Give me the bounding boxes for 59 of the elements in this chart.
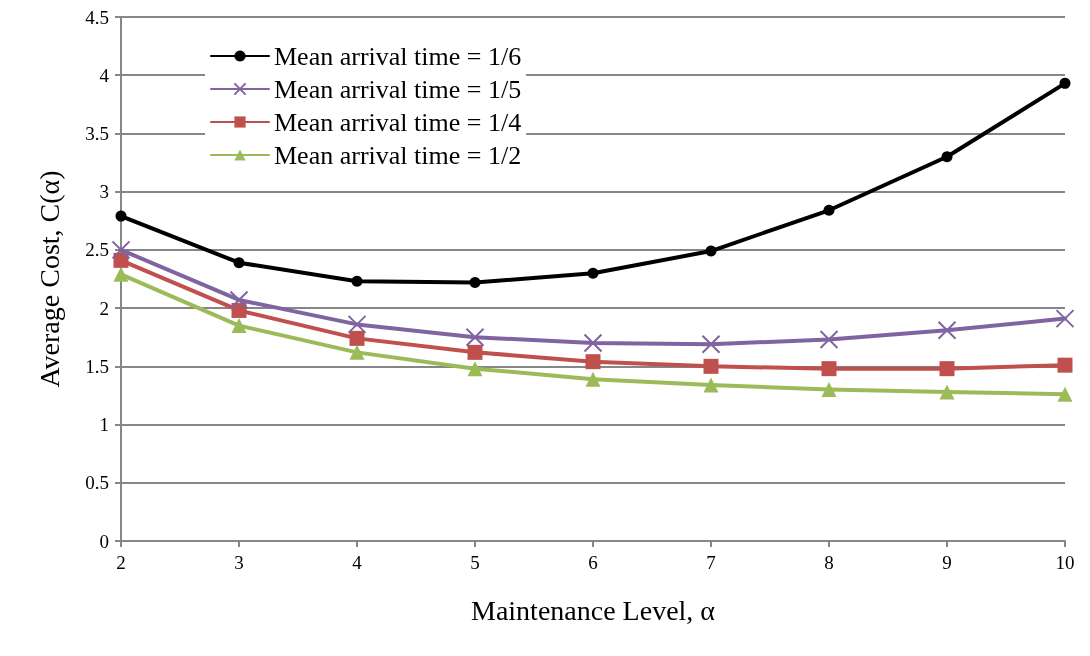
y-tick-label: 1 <box>99 414 109 436</box>
point <box>1059 77 1071 89</box>
point <box>229 290 249 310</box>
point <box>349 344 365 360</box>
point <box>821 382 837 398</box>
point <box>583 333 603 353</box>
point <box>1057 357 1073 373</box>
x-tick-label: 3 <box>234 552 244 573</box>
point <box>585 354 601 370</box>
point <box>705 245 717 257</box>
point <box>819 330 839 350</box>
x-tick-label: 5 <box>470 552 480 573</box>
y-tick-label: 4 <box>99 64 110 86</box>
point <box>703 377 719 393</box>
y-tick-label: 3 <box>99 181 109 203</box>
point <box>465 327 485 347</box>
legend-label: Mean arrival time = 1/5 <box>274 74 522 104</box>
x-tick-label: 8 <box>824 552 834 573</box>
point <box>467 361 483 377</box>
x-tick-label: 6 <box>588 552 598 573</box>
legend-label: Mean arrival time = 1/4 <box>274 107 522 137</box>
y-tick-label: 3.5 <box>85 122 109 144</box>
x-tick-label: 10 <box>1055 552 1075 573</box>
point <box>823 204 835 216</box>
point <box>231 318 247 334</box>
y-tick-label: 2.5 <box>85 239 109 261</box>
point <box>703 358 719 374</box>
point <box>587 267 599 279</box>
point <box>821 361 837 377</box>
point <box>469 277 481 288</box>
point <box>937 320 957 340</box>
point <box>347 314 367 334</box>
x-tick-label: 2 <box>116 552 126 573</box>
point <box>939 361 955 377</box>
point <box>111 240 131 260</box>
y-tick-label: 4.5 <box>85 6 109 28</box>
point <box>585 371 601 387</box>
point <box>351 275 363 287</box>
point <box>939 384 955 400</box>
x-axis-title: Maintenance Level, α <box>470 594 716 626</box>
y-axis-title: Average Cost, C(α) <box>33 170 65 388</box>
y-tick-label: 2 <box>99 297 109 319</box>
x-tick-label: 7 <box>706 552 716 573</box>
y-tick-label: 0 <box>99 530 109 552</box>
point <box>233 257 245 269</box>
point <box>115 210 127 222</box>
legend-label: Mean arrival time = 1/2 <box>274 140 522 170</box>
point <box>1057 386 1073 402</box>
legend-label: Mean arrival time = 1/6 <box>274 41 522 71</box>
point <box>113 266 129 282</box>
point <box>349 330 365 346</box>
y-tick-label: 0.5 <box>85 472 109 494</box>
x-tick-label: 4 <box>352 552 363 573</box>
y-tick-label: 1.5 <box>85 355 109 377</box>
x-tick-label: 9 <box>942 552 952 573</box>
point <box>701 334 721 354</box>
point <box>941 151 953 163</box>
point <box>1055 309 1075 329</box>
point <box>467 344 483 360</box>
